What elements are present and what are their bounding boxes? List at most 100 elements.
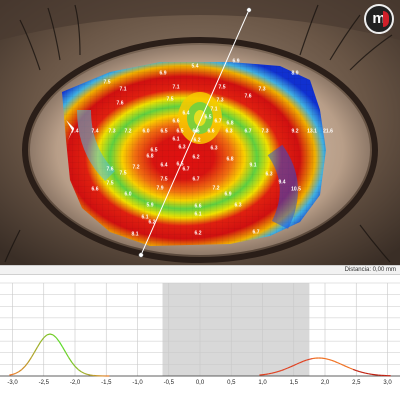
topography-value-label: 7.1 (210, 106, 218, 113)
profile-curve-right (309, 358, 313, 360)
topography-value-label: 7.2 (212, 185, 220, 192)
profile-tick-label: -2,0 (69, 380, 81, 386)
profile-tick-label: 1,0 (258, 380, 267, 386)
profile-tick-label: -0,5 (163, 380, 174, 386)
profile-curve-left (49, 333, 54, 336)
topography-value-label: 7.2 (132, 164, 140, 171)
profile-curve-right (274, 370, 279, 374)
profile-tick-label: 2,0 (320, 380, 330, 386)
topography-value-label: 6.7 (214, 118, 222, 125)
topography-value-label: 6.5 (204, 114, 212, 121)
profile-curve-right (359, 370, 363, 374)
profile-curve-left (61, 346, 67, 353)
profile-tick-label: 0,5 (227, 380, 236, 386)
profile-curve-right (290, 364, 294, 368)
profile-curve-left (24, 361, 29, 367)
topography-value-label: 6.2 (192, 154, 200, 161)
profile-curve-right (293, 363, 298, 366)
topography-value-label: 6.7 (244, 128, 252, 135)
topography-value-label: 6.5 (150, 147, 158, 154)
topography-value-label: 13.1 (307, 128, 317, 135)
profile-curve-left (55, 337, 60, 343)
profile-curve-left (12, 372, 16, 376)
profile-tick-label: -2,5 (38, 380, 49, 386)
topography-value-label: 7.3 (108, 128, 116, 135)
topography-value-label: 7.6 (116, 100, 124, 107)
brand-logo: m (364, 4, 394, 34)
topography-value-label: 6.6 (192, 128, 200, 135)
topography-value-label: 6.3 (234, 202, 242, 209)
profile-curve-right (302, 359, 307, 362)
topography-value-label: 5.9 (146, 202, 154, 209)
profile-curve-right (346, 366, 351, 369)
topography-value-label: 7.6 (244, 93, 252, 100)
topography-value-label: 5.4 (191, 63, 199, 70)
topography-value-label: 8.1 (131, 231, 139, 238)
profile-curve-right (365, 372, 369, 375)
profile-tick-label: -3,0 (7, 380, 18, 386)
topography-value-label: 7.3 (258, 86, 266, 93)
profile-curve-right (306, 358, 310, 361)
profile-curve-right (368, 373, 372, 375)
topography-value-label: 7.3 (261, 128, 269, 135)
topography-value-label: 6.8 (226, 156, 234, 163)
topography-value-label: 6.0 (124, 191, 132, 198)
profile-curve-left (21, 365, 26, 370)
profile-curve-left (71, 361, 76, 367)
profile-curve-left (68, 357, 73, 363)
eye-topography-view[interactable]: 6.9 5.4 6.9 8.9 7.5 7.1 7.5 7.1 7.3 7.6 7.5 7.3 7.6 7… (0, 0, 400, 265)
profile-curve-left (46, 333, 51, 336)
topography-value-label: 8.9 (291, 70, 299, 77)
topography-value-label: 6.3 (210, 145, 218, 152)
topography-value-label: 6.3 (225, 128, 233, 135)
profile-curve-right (284, 367, 288, 370)
topography-value-label: 6.4 (182, 110, 190, 117)
eye-image (0, 0, 400, 265)
topography-value-label: 7.5 (119, 170, 127, 177)
profile-curve-left (33, 346, 39, 353)
topography-value-label: 7.9 (156, 185, 164, 192)
topography-value-label: 6.1 (172, 136, 180, 143)
topography-value-label: 6.9 (159, 70, 167, 77)
topography-value-label: 6.0 (142, 128, 150, 135)
topography-value-label: 7.4 (71, 128, 79, 135)
profile-curve-left (80, 371, 85, 374)
topography-value-label: 6.7 (252, 229, 260, 236)
profile-curve-left (58, 341, 64, 348)
profile-curve-right (268, 372, 272, 375)
profile-curve-left (77, 368, 82, 373)
topography-value-label: 6.6 (207, 128, 215, 135)
profile-curve-left (65, 352, 70, 358)
topography-value-label: 7.5 (160, 176, 168, 183)
topography-value-label: 7.1 (119, 86, 127, 93)
topography-value-label: 6.5 (160, 128, 168, 135)
topography-value-label: 6.9 (224, 191, 232, 198)
topography-value-label: 10.5 (291, 186, 301, 193)
topography-value-label: 6.2 (194, 230, 202, 237)
profile-curve-left (52, 334, 57, 339)
profile-chart[interactable]: -3,0 -2,5 -2,0 -1,5 -1,0 -0,5 0,0 0,5 1,0 1,5 2,0 2… (0, 275, 400, 400)
profile-curve-left (40, 337, 45, 343)
profile-curve-right (362, 371, 366, 374)
topography-value-label: 21.6 (323, 128, 333, 135)
distance-readout: Distancia: 0,00 mm (344, 267, 396, 273)
profile-curve-left (9, 373, 13, 376)
topography-value-label: 6.2 (193, 137, 201, 144)
profile-curve-right (287, 366, 291, 369)
topography-value-label: 7.2 (124, 128, 132, 135)
profile-curve-right (271, 371, 276, 374)
topography-value-label: 6.8 (226, 120, 234, 127)
profile-curve-right (324, 358, 329, 360)
topography-value-label: 6.7 (182, 166, 190, 173)
topography-value-label: 7.5 (166, 96, 174, 103)
topography-value-label: 6.4 (160, 162, 168, 169)
topography-value-label: 6.2 (148, 219, 156, 226)
topography-value-label: 7.3 (216, 97, 224, 104)
topography-value-label: 6.5 (176, 161, 184, 168)
profile-curve-right (299, 360, 304, 364)
profile-curve-left (84, 372, 88, 376)
profile-curve-right (296, 362, 301, 365)
profile-curve-right (337, 362, 341, 365)
topography-value-label: 6.3 (178, 144, 186, 151)
